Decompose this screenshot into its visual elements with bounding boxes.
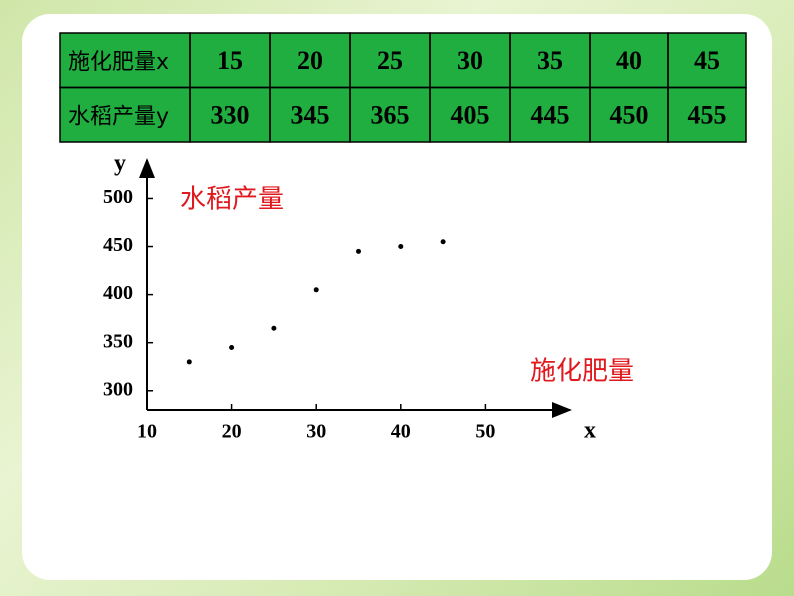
table-cell bbox=[667, 86, 747, 143]
y-tick-label: 350 bbox=[103, 330, 133, 352]
x-tick-label: 30 bbox=[306, 421, 326, 443]
point bbox=[313, 287, 319, 293]
annotation: 施化肥量 bbox=[530, 357, 634, 387]
cell-value: 20 bbox=[297, 46, 323, 75]
row-header: 施化肥量x bbox=[68, 50, 169, 75]
cell-value: 30 bbox=[457, 46, 483, 75]
point bbox=[229, 345, 235, 350]
point bbox=[440, 239, 446, 245]
x-axis-label: x bbox=[584, 418, 596, 444]
y-tick-label: 450 bbox=[103, 234, 133, 256]
point bbox=[186, 359, 192, 365]
cell-value: 15 bbox=[217, 46, 243, 75]
cell-value: 35 bbox=[537, 46, 563, 75]
cell-value: 450 bbox=[610, 100, 649, 129]
x-tick-label: 50 bbox=[475, 421, 495, 443]
x-tick-label: 10 bbox=[137, 421, 157, 443]
cell-value: 40 bbox=[616, 46, 642, 75]
row-header: 水稻产量y bbox=[68, 105, 169, 130]
cell-value: 445 bbox=[531, 100, 570, 129]
y-tick-label: 300 bbox=[103, 378, 133, 400]
x-tick-label: 20 bbox=[222, 421, 242, 443]
cell-value: 25 bbox=[377, 46, 403, 75]
y-tick-label: 400 bbox=[103, 282, 133, 304]
cell-value: 45 bbox=[694, 46, 720, 75]
point bbox=[356, 248, 361, 254]
point bbox=[398, 244, 404, 250]
point bbox=[271, 325, 277, 331]
y-tick-label: 500 bbox=[103, 186, 133, 208]
cell-value: 345 bbox=[291, 100, 330, 129]
y-axis-label: y bbox=[114, 151, 126, 177]
x-tick-label: 40 bbox=[391, 421, 411, 443]
cell-value: 405 bbox=[451, 100, 490, 129]
cell-value: 365 bbox=[371, 100, 410, 129]
cell-value: 455 bbox=[688, 100, 727, 129]
cell-value: 330 bbox=[211, 100, 250, 129]
annotation: 水稻产量 bbox=[180, 185, 284, 215]
